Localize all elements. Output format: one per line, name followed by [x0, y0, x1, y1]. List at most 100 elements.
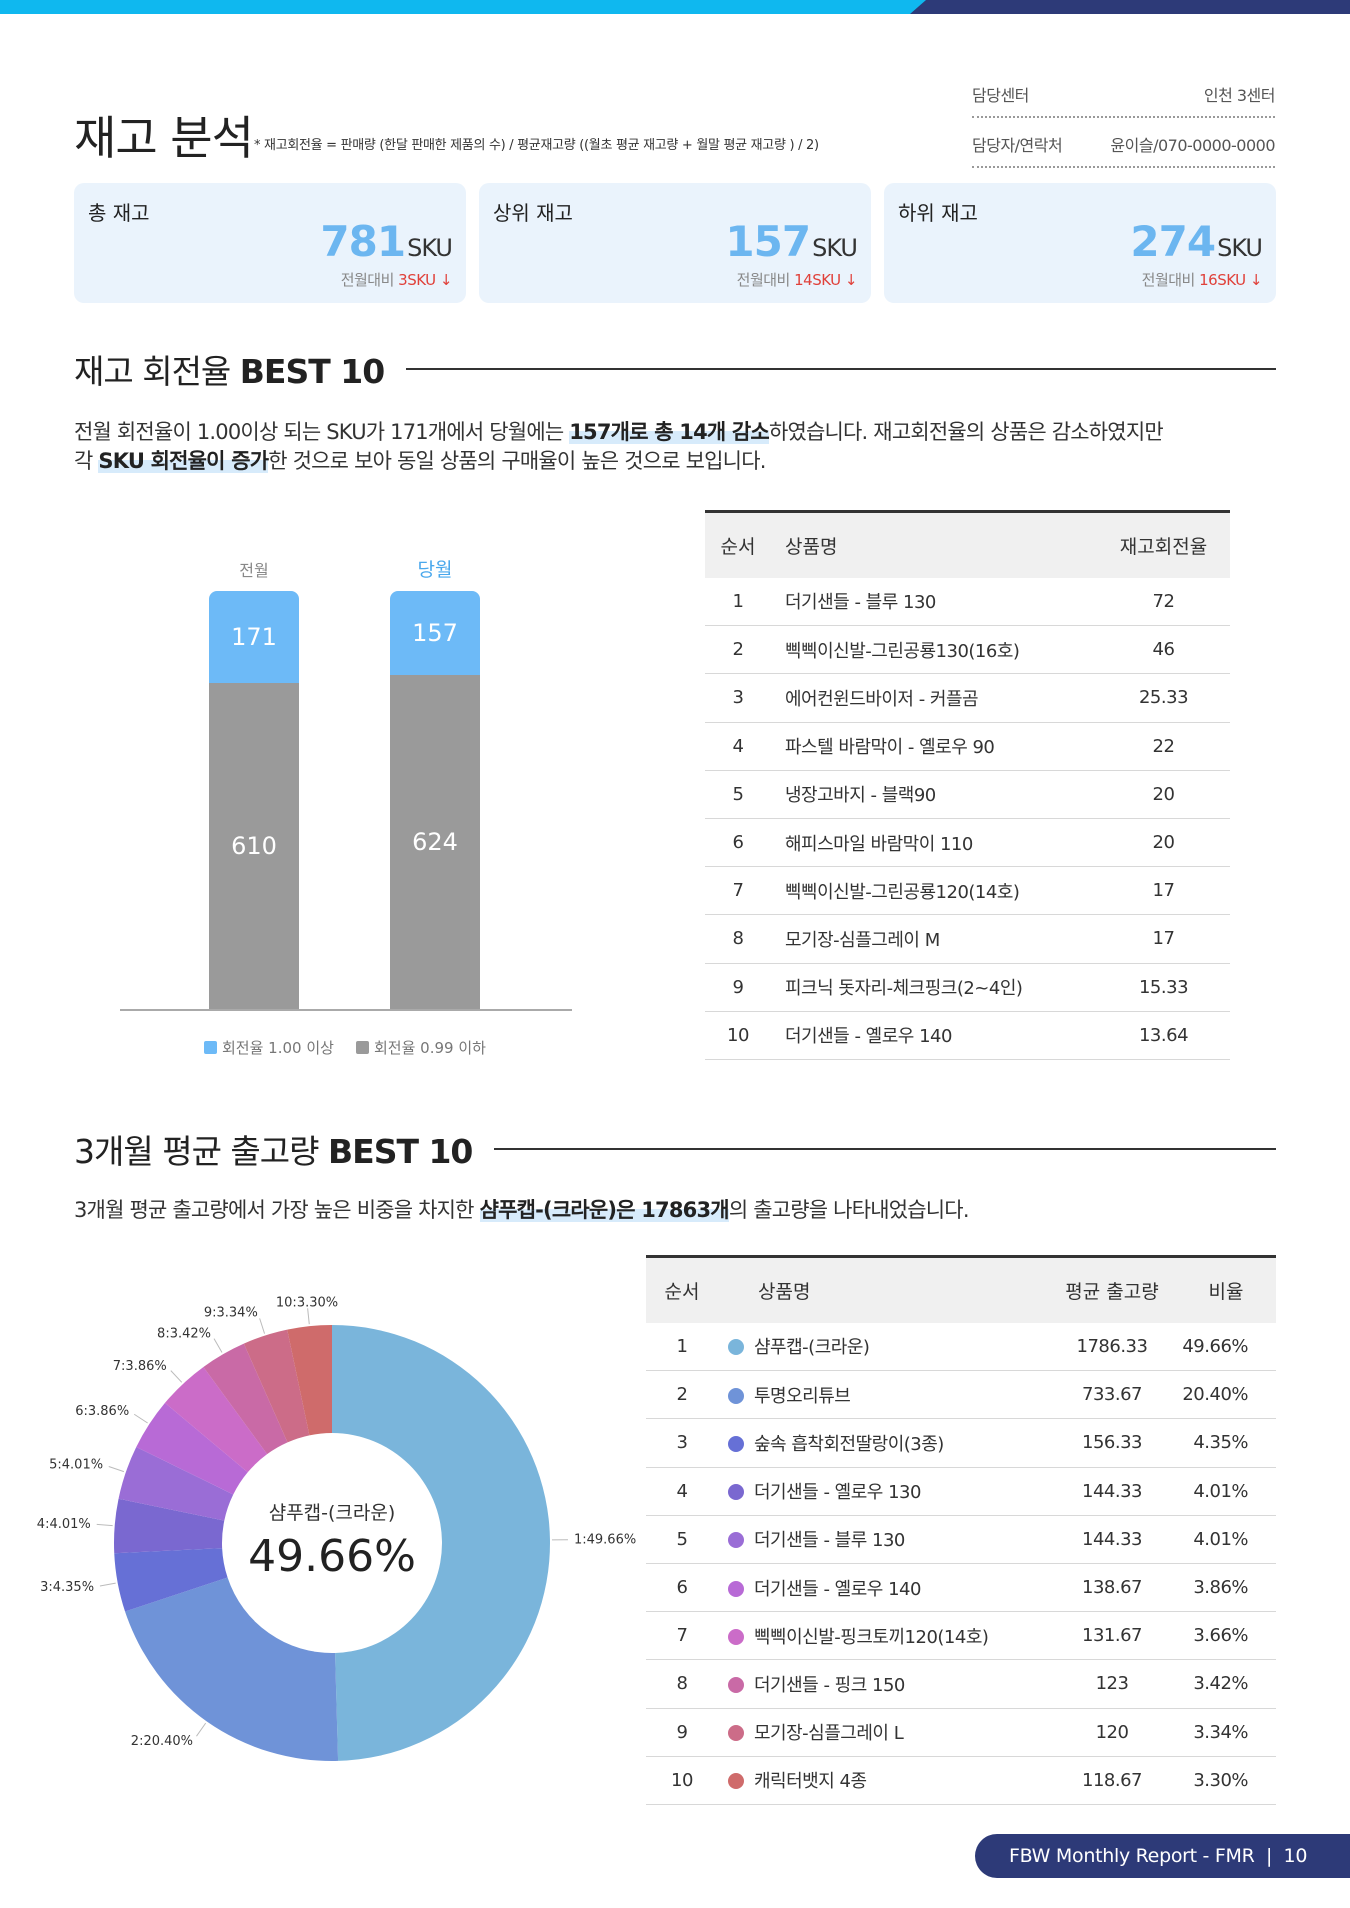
- info-row-center: 담당센터 인천 3센터: [972, 80, 1276, 118]
- rank-cell: 7: [646, 1611, 718, 1661]
- rank-cell: 9: [646, 1708, 718, 1757]
- legend-swatch: [356, 1041, 369, 1054]
- product-name-cell: 해피스마일 바람막이 110: [771, 818, 1097, 868]
- kpi-label: 하위 재고: [898, 201, 978, 225]
- contact-info: 담당센터 인천 3센터 담당자/연락처 윤이슬/070-0000-0000: [972, 80, 1276, 180]
- table-header-row: 순서 상품명 재고회전율: [705, 511, 1230, 578]
- slice-leader-line: [307, 1308, 310, 1325]
- rank-cell: 10: [705, 1011, 771, 1060]
- rank-cell: 2: [646, 1370, 718, 1420]
- donut-slice: [125, 1577, 339, 1761]
- column-header: 순서: [720, 535, 756, 558]
- avg-shipping-cell: 144.33: [1048, 1515, 1176, 1564]
- table-row: 10 더기샌들 - 옐로우 140 13.64: [705, 1011, 1230, 1060]
- donut-slice: [287, 1325, 332, 1436]
- section-title: 3개월 평균 출고량 BEST 10: [74, 1132, 473, 1171]
- avg-shipping-cell: 120: [1048, 1708, 1176, 1757]
- slice-leader-line: [96, 1523, 113, 1527]
- donut-slice: [114, 1548, 228, 1612]
- rank-cell: 8: [646, 1659, 718, 1709]
- product-name-cell: 더기샌들 - 핑크 150: [718, 1659, 1048, 1709]
- donut-slice: [203, 1343, 288, 1455]
- product-name-cell: 더기샌들 - 옐로우 140: [771, 1011, 1097, 1060]
- arrow-down-icon: ↓: [439, 271, 453, 289]
- rank-cell: 4: [646, 1467, 718, 1516]
- table-row: 8 더기샌들 - 핑크 150 123 3.42%: [646, 1659, 1276, 1709]
- donut-svg: 1:49.66% 2:20.40% 3:4.35% 4:4.01% 5:4.01% 6:3…: [37, 1295, 636, 1761]
- turnover-cell: 46: [1097, 625, 1230, 675]
- legend-swatch: [204, 1041, 217, 1054]
- section-heading-shipping: 3개월 평균 출고량 BEST 10: [74, 1125, 1276, 1173]
- shipping-summary: 3개월 평균 출고량에서 가장 높은 비중을 차지한 샴푸캡-(크라운)은 17…: [74, 1198, 970, 1222]
- table-row: 10 캐릭터뱃지 4종 118.67 3.30%: [646, 1756, 1276, 1805]
- kpi-value: 157SKU: [725, 217, 858, 266]
- slice-label: 9:3.34%: [204, 1306, 258, 1321]
- slice-label: 5:4.01%: [49, 1458, 103, 1473]
- table-row: 2 삑삑이신발-그린공룡130(16호) 46: [705, 625, 1230, 675]
- avg-shipping-cell: 1786.33: [1048, 1322, 1176, 1372]
- info-label: 담당센터: [972, 86, 1029, 105]
- info-value: 윤이슬/070-0000-0000: [1110, 136, 1275, 155]
- avg-shipping-cell: 156.33: [1048, 1418, 1176, 1468]
- rank-cell: 9: [705, 963, 771, 1012]
- rank-cell: 6: [705, 818, 771, 868]
- rank-cell: 3: [646, 1418, 718, 1468]
- turnover-cell: 17: [1097, 866, 1230, 916]
- ratio-cell: 4.01%: [1176, 1467, 1276, 1516]
- rank-cell: 1: [705, 577, 771, 627]
- column-header: 비율: [1208, 1280, 1244, 1303]
- turnover-bar-chart: 전월 당월 610 171 624 157 회전율 1.00 이상 회전율 0.99 …: [120, 545, 572, 1065]
- divider: [406, 368, 1276, 370]
- section-heading-turnover: 재고 회전율 BEST 10: [74, 345, 1276, 393]
- color-dot-icon: [728, 1339, 744, 1356]
- slice-leader-line: [99, 1582, 116, 1587]
- product-name-cell: 냉장고바지 - 블랙90: [771, 770, 1097, 819]
- turnover-cell: 22: [1097, 722, 1230, 771]
- column-header: 평균 출고량: [1065, 1280, 1159, 1303]
- color-dot-icon: [728, 1435, 744, 1452]
- shipping-donut-chart: 1:49.66% 2:20.40% 3:4.35% 4:4.01% 5:4.01% 6:3…: [30, 1270, 650, 1790]
- kpi-label: 상위 재고: [493, 201, 573, 225]
- divider: [494, 1148, 1276, 1150]
- color-dot-icon: [728, 1628, 744, 1645]
- color-dot-icon: [728, 1484, 744, 1501]
- product-name-cell: 삑삑이신발-그린공룡120(14호): [771, 866, 1097, 916]
- slice-label: 3:4.35%: [40, 1580, 94, 1595]
- table-row: 7 삑삑이신발-핑크토끼120(14호) 131.67 3.66%: [646, 1611, 1276, 1661]
- table-row: 6 해피스마일 바람막이 110 20: [705, 818, 1230, 868]
- turnover-cell: 72: [1097, 577, 1230, 627]
- ratio-cell: 3.34%: [1176, 1708, 1276, 1757]
- shipping-rank-table: 순서 상품명 평균 출고량 비율 1 샴푸캡-(크라운) 1786.33 49.66%…: [646, 1255, 1276, 1805]
- turnover-cell: 13.64: [1097, 1011, 1230, 1060]
- product-name-cell: 캐릭터뱃지 4종: [718, 1756, 1048, 1805]
- ratio-cell: 3.66%: [1176, 1611, 1276, 1661]
- bar-segment-low-turnover: 610: [209, 682, 299, 1009]
- turnover-formula-note: * 재고회전율 = 판매량 (한달 판매한 제품의 수) / 평균재고량 ((월…: [254, 138, 819, 153]
- rank-cell: 2: [705, 625, 771, 675]
- chart-baseline: [120, 1009, 572, 1011]
- slice-leader-line: [213, 1338, 223, 1353]
- kpi-card-upper: 상위 재고 157SKU 전월대비 14SKU ↓: [479, 183, 871, 303]
- page-number: 10: [1283, 1845, 1308, 1867]
- rank-cell: 8: [705, 914, 771, 964]
- legend-item: 회전율 1.00 이상: [204, 1037, 334, 1058]
- turnover-rank-table: 순서 상품명 재고회전율 1 더기샌들 - 블루 130 72 2 삑삑이신발-그린공룡…: [705, 510, 1230, 1060]
- table-row: 5 냉장고바지 - 블랙90 20: [705, 770, 1230, 819]
- donut-center-value: 49.66%: [248, 1531, 416, 1582]
- product-name-cell: 파스텔 바람막이 - 옐로우 90: [771, 722, 1097, 771]
- turnover-cell: 15.33: [1097, 963, 1230, 1012]
- donut-slice: [114, 1498, 225, 1554]
- color-dot-icon: [728, 1773, 744, 1790]
- slice-label: 7:3.86%: [113, 1359, 167, 1374]
- rank-cell: 10: [646, 1756, 718, 1805]
- donut-slice: [118, 1447, 234, 1521]
- product-name-cell: 모기장-심플그레이 L: [718, 1708, 1048, 1757]
- ratio-cell: 4.01%: [1176, 1515, 1276, 1564]
- rank-cell: 6: [646, 1563, 718, 1613]
- section-title: 재고 회전율 BEST 10: [74, 352, 385, 391]
- color-dot-icon: [728, 1532, 744, 1549]
- avg-shipping-cell: 118.67: [1048, 1756, 1176, 1805]
- table-row: 2 투명오리튜브 733.67 20.40%: [646, 1370, 1276, 1420]
- slice-label: 10:3.30%: [276, 1295, 338, 1310]
- product-name-cell: 삑삑이신발-핑크토끼120(14호): [718, 1611, 1048, 1661]
